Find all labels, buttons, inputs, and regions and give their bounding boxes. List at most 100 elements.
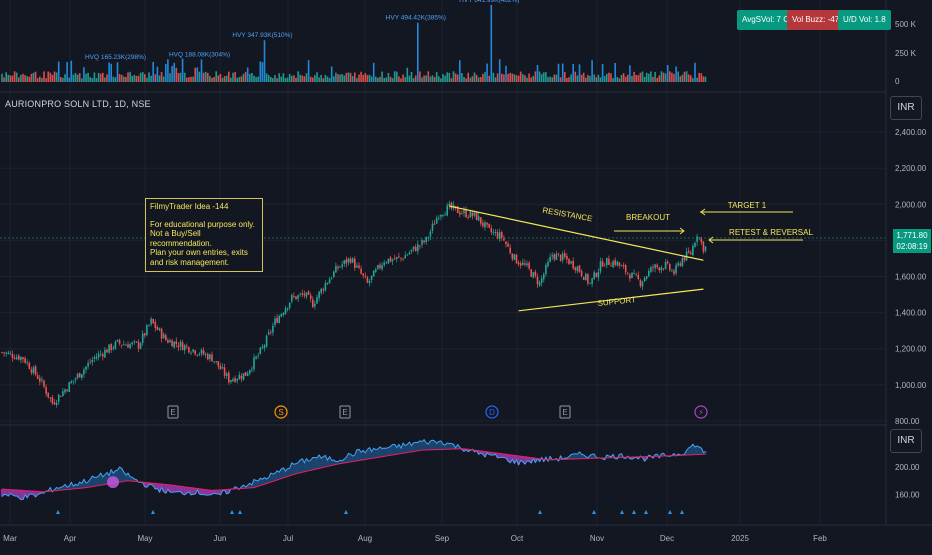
candle-body bbox=[81, 374, 83, 378]
note-line: Plan your own entries, exits and risk ma… bbox=[150, 248, 248, 267]
candle-body bbox=[633, 273, 635, 274]
candle-body bbox=[572, 260, 574, 269]
volume-bar bbox=[215, 71, 217, 82]
volume-bar bbox=[257, 76, 259, 82]
volume-bar bbox=[11, 75, 14, 82]
volume-bar bbox=[515, 75, 518, 82]
volume-bar bbox=[574, 71, 577, 82]
volume-bar bbox=[207, 72, 209, 82]
candle-body bbox=[139, 343, 142, 349]
volume-bar bbox=[597, 74, 600, 82]
volume-bar bbox=[337, 74, 339, 82]
candle-body bbox=[78, 372, 81, 378]
volume-bar bbox=[95, 78, 98, 82]
candle-body bbox=[461, 213, 463, 215]
candle-body bbox=[543, 274, 545, 280]
volume-bar bbox=[314, 75, 316, 82]
volume-bar bbox=[251, 72, 253, 82]
candle-body bbox=[297, 295, 299, 299]
candle-body bbox=[301, 293, 304, 295]
volume-bar bbox=[34, 71, 37, 82]
last-price-value: 1,771.80 bbox=[896, 231, 928, 240]
volume-bar bbox=[587, 74, 589, 82]
candle-body bbox=[494, 231, 497, 233]
candle-body bbox=[381, 265, 383, 270]
candle-body bbox=[612, 261, 614, 268]
volume-bar bbox=[494, 77, 497, 82]
event-marker bbox=[694, 405, 708, 419]
volume-bar bbox=[377, 77, 379, 82]
volume-bar bbox=[36, 78, 39, 82]
candle-body bbox=[618, 262, 621, 266]
signal-triangle bbox=[592, 510, 596, 514]
volume-bar bbox=[658, 75, 661, 82]
volume-bar bbox=[591, 60, 593, 82]
volume-bar bbox=[683, 71, 686, 82]
candle-body bbox=[146, 325, 148, 336]
candle-body bbox=[127, 344, 129, 348]
volume-bar bbox=[89, 77, 91, 82]
volume-bar bbox=[589, 75, 591, 82]
volume-bar bbox=[144, 74, 146, 82]
candle-body bbox=[167, 339, 169, 343]
candle-body bbox=[501, 232, 503, 238]
volume-bar bbox=[43, 71, 45, 82]
volume-bar bbox=[566, 77, 568, 82]
candle-body bbox=[383, 262, 385, 266]
candle-body bbox=[47, 392, 49, 398]
event-marker bbox=[339, 405, 351, 419]
volume-bar bbox=[387, 72, 390, 82]
volume-bar bbox=[356, 78, 358, 82]
candle-body bbox=[234, 377, 236, 382]
volume-bar bbox=[440, 78, 442, 82]
candle-body bbox=[177, 345, 180, 348]
last-price-tag: 1,771.80 02:08:19 bbox=[893, 229, 931, 253]
volume-bar bbox=[612, 78, 614, 82]
note-title: FilmyTrader Idea -144 bbox=[150, 202, 229, 211]
volume-bar bbox=[389, 76, 392, 82]
volume-bar bbox=[156, 66, 159, 82]
candle-body bbox=[530, 269, 532, 277]
volume-bar bbox=[139, 72, 142, 82]
candle-body bbox=[608, 258, 610, 265]
volume-bar bbox=[106, 74, 108, 82]
volume-bar bbox=[87, 72, 89, 82]
candle-body bbox=[446, 205, 448, 216]
candle-body bbox=[664, 261, 667, 269]
volume-buzz-badge: Vol Buzz: -47% bbox=[787, 10, 852, 30]
candle-body bbox=[652, 267, 654, 269]
volume-bar bbox=[263, 40, 266, 82]
volume-bar bbox=[60, 77, 62, 82]
candle-body bbox=[223, 367, 226, 376]
volume-bar bbox=[624, 76, 627, 82]
candle-body bbox=[620, 265, 623, 267]
volume-bar bbox=[561, 63, 564, 82]
volume-bar bbox=[259, 61, 262, 82]
candle-body bbox=[559, 254, 562, 261]
candle-body bbox=[192, 349, 194, 352]
candle-body bbox=[702, 241, 705, 252]
indicator-currency-selector[interactable]: INR bbox=[890, 429, 922, 453]
volume-bar bbox=[135, 75, 138, 82]
candle-body bbox=[631, 272, 633, 279]
volume-bar bbox=[379, 76, 381, 82]
candle-body bbox=[496, 232, 499, 239]
volume-bar bbox=[498, 59, 501, 82]
candle-body bbox=[39, 378, 41, 382]
candle-body bbox=[183, 345, 186, 351]
volume-bar bbox=[81, 78, 83, 82]
candle-body bbox=[696, 236, 698, 242]
volume-bar bbox=[645, 72, 648, 82]
candle-body bbox=[467, 217, 469, 218]
candle-body bbox=[375, 269, 377, 272]
volume-bar bbox=[423, 75, 425, 82]
volume-bar bbox=[322, 78, 325, 82]
volume-bar bbox=[68, 77, 70, 82]
candle-body bbox=[366, 277, 369, 283]
candle-body bbox=[557, 253, 560, 255]
volume-bar bbox=[102, 72, 104, 82]
currency-selector[interactable]: INR bbox=[890, 96, 922, 120]
event-marker-label: D bbox=[489, 408, 495, 417]
volume-bar bbox=[278, 73, 280, 82]
candle-body bbox=[492, 231, 495, 233]
